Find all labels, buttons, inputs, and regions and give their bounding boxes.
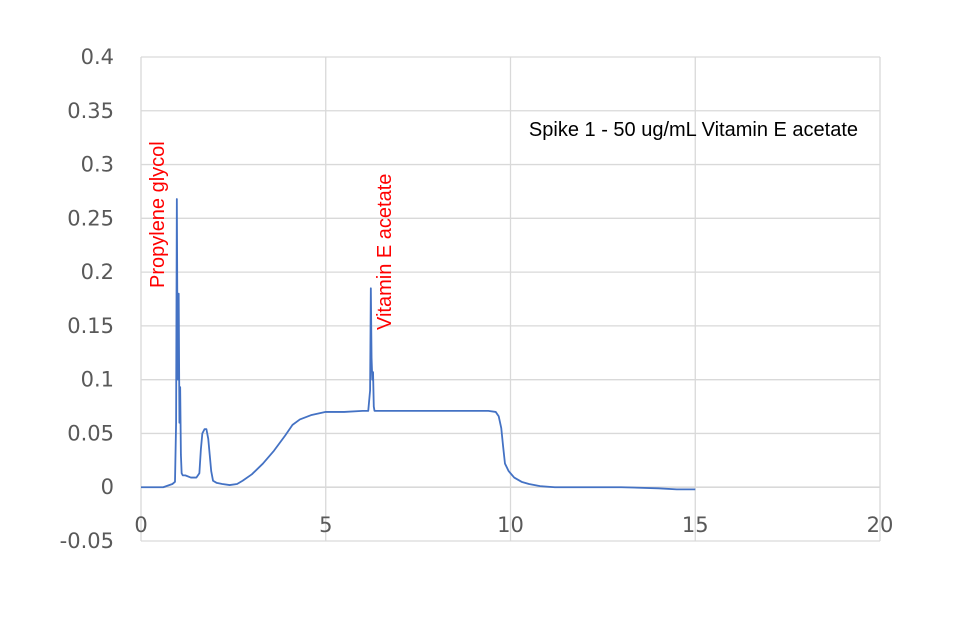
y-tick-label: -0.05: [60, 529, 114, 553]
series-layer: [141, 198, 696, 491]
x-tick-label: 5: [319, 513, 332, 537]
y-tick-label: 0: [101, 475, 114, 499]
x-tick-label: 0: [134, 513, 147, 537]
y-tick-label: 0.05: [67, 421, 114, 445]
grid-lines: [140, 56, 881, 542]
legend-label: Spike 1 - 50 ug/mL Vitamin E acetate: [529, 119, 858, 141]
y-tick-label: 0.15: [67, 314, 114, 338]
series-line-0: [141, 198, 696, 491]
y-tick-label: 0.2: [81, 260, 114, 284]
annotation-propylene-glycol: Propylene glycol: [147, 141, 169, 288]
x-tick-label: 10: [497, 513, 524, 537]
y-tick-label: 0.25: [67, 206, 114, 230]
y-tick-label: 0.3: [81, 153, 114, 177]
y-tick-label: 0.35: [67, 99, 114, 123]
y-tick-label: 0.1: [81, 368, 114, 392]
annotation-vitamin-e-acetate: Vitamin E acetate: [374, 174, 396, 330]
y-tick-label: 0.4: [81, 45, 114, 69]
x-tick-label: 15: [682, 513, 709, 537]
x-tick-labels: 0 5 10 15 20: [134, 513, 893, 537]
y-tick-labels: 0.4 0.35 0.3 0.25 0.2 0.15 0.1 0.05 0 -0.05: [60, 45, 114, 553]
x-tick-label: 20: [867, 513, 894, 537]
